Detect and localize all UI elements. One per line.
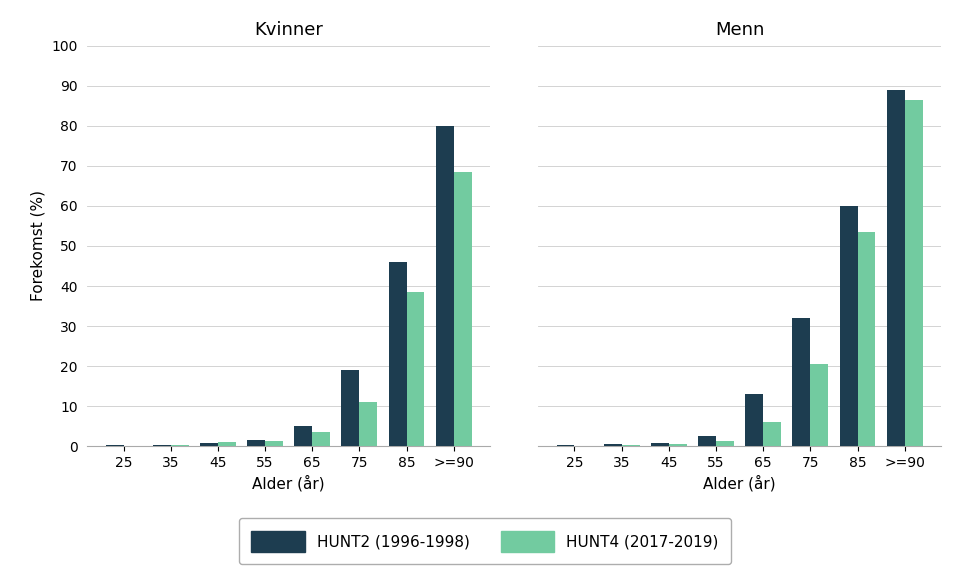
X-axis label: Alder (år): Alder (år) — [703, 475, 775, 492]
Bar — [247, 440, 265, 446]
Bar — [200, 443, 218, 446]
Bar — [650, 443, 669, 446]
Bar — [744, 394, 763, 446]
Bar — [312, 432, 329, 446]
Bar — [792, 318, 809, 446]
Bar — [857, 232, 875, 446]
Bar — [556, 444, 574, 446]
Bar — [715, 442, 734, 446]
Bar — [839, 206, 857, 446]
Bar — [904, 100, 922, 446]
Bar — [265, 442, 283, 446]
Bar — [294, 426, 312, 446]
Y-axis label: Forekomst (%): Forekomst (%) — [31, 190, 46, 301]
Bar — [453, 172, 471, 446]
Bar — [171, 445, 188, 446]
Title: Kvinner: Kvinner — [254, 21, 323, 39]
Bar — [435, 126, 453, 446]
Bar — [152, 444, 171, 446]
Title: Menn: Menn — [714, 21, 764, 39]
Bar — [406, 292, 424, 446]
Bar — [603, 444, 621, 446]
Bar — [669, 444, 686, 446]
Bar — [389, 262, 406, 446]
Legend: HUNT2 (1996-1998), HUNT4 (2017-2019): HUNT2 (1996-1998), HUNT4 (2017-2019) — [239, 518, 730, 565]
X-axis label: Alder (år): Alder (år) — [252, 475, 325, 492]
Bar — [359, 402, 377, 446]
Bar — [886, 90, 904, 446]
Bar — [218, 442, 235, 446]
Bar — [763, 422, 780, 446]
Bar — [341, 370, 359, 446]
Bar — [698, 436, 715, 446]
Bar — [809, 364, 828, 446]
